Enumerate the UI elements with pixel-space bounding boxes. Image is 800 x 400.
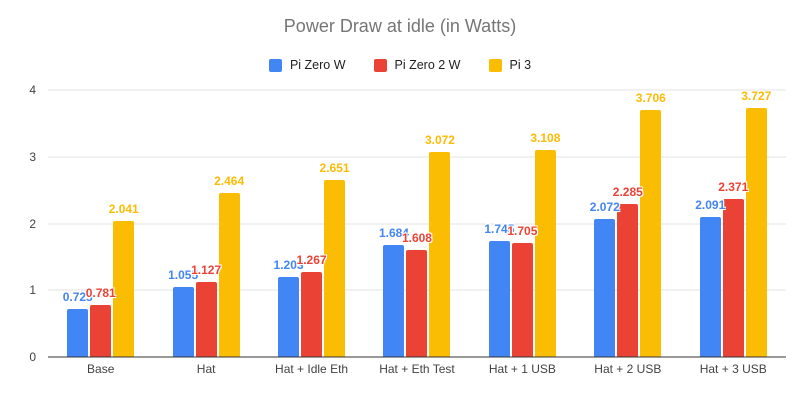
gridline — [48, 156, 786, 158]
legend-label: Pi 3 — [509, 58, 532, 72]
gridline — [48, 89, 786, 91]
bar-value-label: 1.705 — [507, 224, 538, 239]
y-axis-tick-label: 2 — [29, 216, 36, 231]
y-axis-tick-label: 0 — [29, 350, 36, 364]
bar-group: 1.055 1.127 2.464 — [153, 90, 258, 357]
bar-pi-zero-w: 1.684 — [379, 226, 409, 357]
legend-swatch — [373, 58, 387, 72]
x-axis-tick-label: Hat + 1 USB — [488, 362, 556, 376]
bar-pi-zero-w: 1.203 — [274, 258, 304, 357]
bar-pi-3: 2.464 — [214, 174, 244, 357]
bar-value-label: 2.464 — [214, 173, 245, 188]
bar-value-label: 2.041 — [108, 201, 139, 216]
bar-pi-zero-2-w: 1.705 — [507, 224, 537, 357]
bar-pi-zero-w: 1.745 — [484, 222, 514, 357]
bar-value-label: 3.727 — [741, 89, 772, 104]
bar-value-label: 2.651 — [319, 161, 350, 176]
x-axis-tick-label: Hat + Idle Eth — [275, 362, 349, 376]
bar-group: 2.072 2.285 3.706 — [575, 90, 680, 357]
bar-value-label: 3.072 — [424, 132, 455, 147]
bar-pi-3: 3.072 — [425, 133, 455, 357]
bar-pi-zero-w: 1.055 — [168, 268, 198, 357]
bar-pi-zero-w: 0.725 — [63, 290, 93, 357]
bar-value-label: 1.127 — [191, 262, 222, 277]
bar-value-label: 3.706 — [635, 90, 666, 105]
y-axis-tick-label: 3 — [29, 149, 36, 164]
bar-pi-3: 3.108 — [530, 131, 560, 357]
plot-area: 0.725 0.781 2.041 1.055 1.127 2.464 1.203 1.267… — [48, 89, 786, 358]
x-axis-tick-label: Hat + Eth Test — [379, 362, 455, 376]
bar-group: 0.725 0.781 2.041 — [48, 90, 153, 357]
bar-pi-zero-2-w: 1.127 — [191, 263, 221, 357]
bar-pi-3: 3.727 — [741, 89, 771, 357]
legend-swatch — [488, 58, 502, 72]
legend-item: Pi Zero W — [268, 58, 346, 72]
bar-value-label: 3.108 — [530, 130, 561, 145]
bar-group: 1.203 1.267 2.651 — [259, 90, 364, 357]
bar-value-label: 2.371 — [718, 179, 749, 194]
bar-value-label: 1.684 — [378, 225, 409, 240]
bar-group: 1.684 1.608 3.072 — [364, 90, 469, 357]
bar-groups: 0.725 0.781 2.041 1.055 1.127 2.464 1.203 1.267… — [48, 89, 786, 357]
bar-pi-zero-w: 2.072 — [590, 200, 620, 357]
x-axis-tick-label: Base — [87, 362, 115, 376]
legend-item: Pi Zero 2 W — [373, 58, 461, 72]
bar-value-label: 1.745 — [484, 221, 515, 236]
legend-label: Pi Zero W — [289, 58, 346, 72]
bar-group: 1.745 1.705 3.108 — [470, 90, 575, 357]
bar-pi-zero-2-w: 0.781 — [86, 286, 116, 357]
gridline — [48, 223, 786, 224]
bar-pi-zero-2-w: 1.608 — [402, 231, 432, 357]
x-axis-tick-label: Hat — [196, 362, 216, 376]
bar-pi-zero-2-w: 2.371 — [718, 180, 748, 357]
bar-value-label: 1.267 — [296, 253, 327, 268]
legend: Pi Zero W Pi Zero 2 W Pi 3 — [0, 58, 800, 72]
bar-value-label: 0.725 — [62, 289, 93, 304]
bar-pi-3: 3.706 — [636, 91, 666, 357]
bar-value-label: 1.055 — [168, 267, 199, 282]
bar-pi-zero-2-w: 1.267 — [297, 253, 327, 357]
x-axis-tick-label: Hat + 3 USB — [699, 362, 767, 376]
y-axis-tick-label: 1 — [29, 283, 36, 298]
bar-value-label: 2.091 — [695, 198, 726, 213]
legend-label: Pi Zero 2 W — [394, 58, 461, 72]
bar-value-label: 2.072 — [589, 199, 620, 214]
bar-value-label: 0.781 — [85, 285, 116, 300]
bar-value-label: 1.608 — [401, 230, 432, 245]
legend-item: Pi 3 — [488, 58, 532, 72]
bar-pi-3: 2.651 — [320, 161, 350, 357]
y-axis-tick-label: 4 — [29, 83, 36, 97]
bar-pi-3: 2.041 — [109, 202, 139, 357]
y-axis: 0 1 2 3 4 — [0, 83, 44, 364]
bar-group: 2.091 2.371 3.727 — [681, 89, 786, 357]
x-axis-tick-label: Hat + 2 USB — [594, 362, 662, 376]
bar-value-label: 2.285 — [612, 185, 643, 200]
bar-pi-zero-2-w: 2.285 — [613, 185, 643, 357]
bar-value-label: 1.203 — [273, 257, 304, 272]
x-axis-line — [48, 356, 786, 358]
legend-swatch — [268, 58, 282, 72]
x-axis: Base Hat Hat + Idle Eth Hat + Eth Test Hat +… — [48, 362, 786, 376]
chart-title: Power Draw at idle (in Watts) — [283, 16, 517, 36]
bar-pi-zero-w: 2.091 — [695, 198, 725, 357]
